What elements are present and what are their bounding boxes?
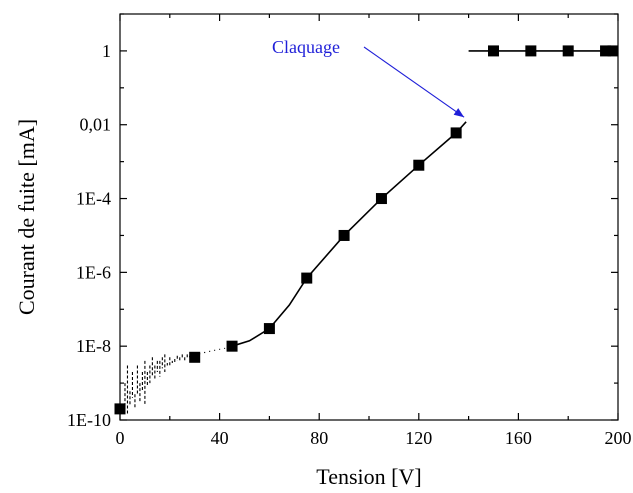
- y-axis-title: Courant de fuite [mA]: [14, 119, 39, 315]
- data-point-marker: [114, 403, 126, 415]
- annotation-arrow-line: [363, 46, 465, 118]
- x-axis-tick-labels: 0 40 80 120 160 200: [116, 428, 632, 448]
- data-point-marker: [488, 45, 499, 57]
- x-tick-label: 160: [505, 428, 532, 448]
- y-tick-label: 1: [102, 41, 111, 61]
- data-point-marker: [450, 127, 462, 139]
- data-point-marker: [375, 193, 387, 205]
- data-point-marker: [525, 45, 537, 57]
- data-point-marker: [607, 45, 619, 57]
- data-point-marker: [189, 351, 201, 363]
- data-point-marker: [600, 45, 612, 57]
- x-tick-label: 0: [116, 428, 125, 448]
- x-axis-title: Tension [V]: [316, 464, 421, 489]
- breakdown-annotation: Claquage: [272, 37, 465, 118]
- y-axis-tick-labels: 1E-10 1E-8 1E-6 1E-4 0,01 1: [67, 41, 111, 430]
- annotation-arrow-head: [453, 108, 465, 118]
- data-point-marker: [301, 272, 313, 284]
- y-tick-label: 1E-4: [76, 189, 111, 209]
- data-point-marker: [263, 323, 275, 335]
- y-tick-label: 0,01: [80, 115, 112, 135]
- y-tick-label: 1E-8: [76, 336, 111, 356]
- x-tick-label: 120: [405, 428, 432, 448]
- data-point-marker: [226, 340, 238, 352]
- x-tick-label: 80: [310, 428, 328, 448]
- leakage-current-curve: [231, 121, 467, 347]
- annotation-label: Claquage: [272, 37, 340, 57]
- y-tick-label: 1E-6: [76, 262, 111, 282]
- series-layer: [114, 45, 619, 415]
- y-tick-label: 1E-10: [67, 410, 111, 430]
- x-tick-label: 40: [211, 428, 229, 448]
- x-tick-label: 200: [605, 428, 632, 448]
- data-point-marker: [562, 45, 574, 57]
- data-point-marker: [338, 229, 350, 241]
- data-point-marker: [413, 159, 425, 171]
